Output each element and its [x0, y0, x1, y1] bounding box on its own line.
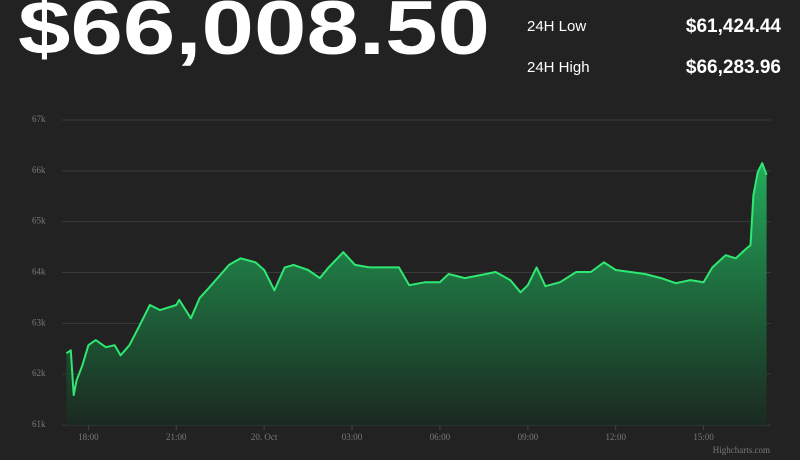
y-tick-label: 65k [32, 216, 46, 226]
y-tick-label: 62k [32, 368, 46, 378]
x-tick-label: 12:00 [605, 432, 626, 442]
credit: Highcharts.com [713, 445, 770, 455]
x-tick-label: 21:00 [166, 432, 187, 442]
price-line [65, 162, 768, 396]
x-tick-label: 18:00 [78, 432, 99, 442]
area-fill [66, 163, 767, 425]
x-tick-label: 03:00 [342, 432, 363, 442]
y-tick-label: 64k [32, 267, 46, 277]
y-tick-label: 66k [32, 165, 46, 175]
stat-value: $61,424.44 [686, 16, 782, 37]
x-tick-label: 09:00 [518, 432, 539, 442]
current-price: $66,008.50 [18, 0, 490, 71]
stat-value: $66,283.96 [686, 57, 781, 78]
y-tick-label: 61k [32, 419, 46, 429]
x-tick-label: 15:00 [693, 432, 714, 442]
stat-label: 24H Low [527, 18, 586, 35]
x-tick-label: 06:00 [430, 432, 451, 442]
y-tick-label: 67k [32, 114, 46, 124]
x-tick-label: 20. Oct [251, 432, 278, 442]
y-tick-label: 63k [32, 317, 46, 327]
stat-label: 24H High [527, 59, 590, 76]
